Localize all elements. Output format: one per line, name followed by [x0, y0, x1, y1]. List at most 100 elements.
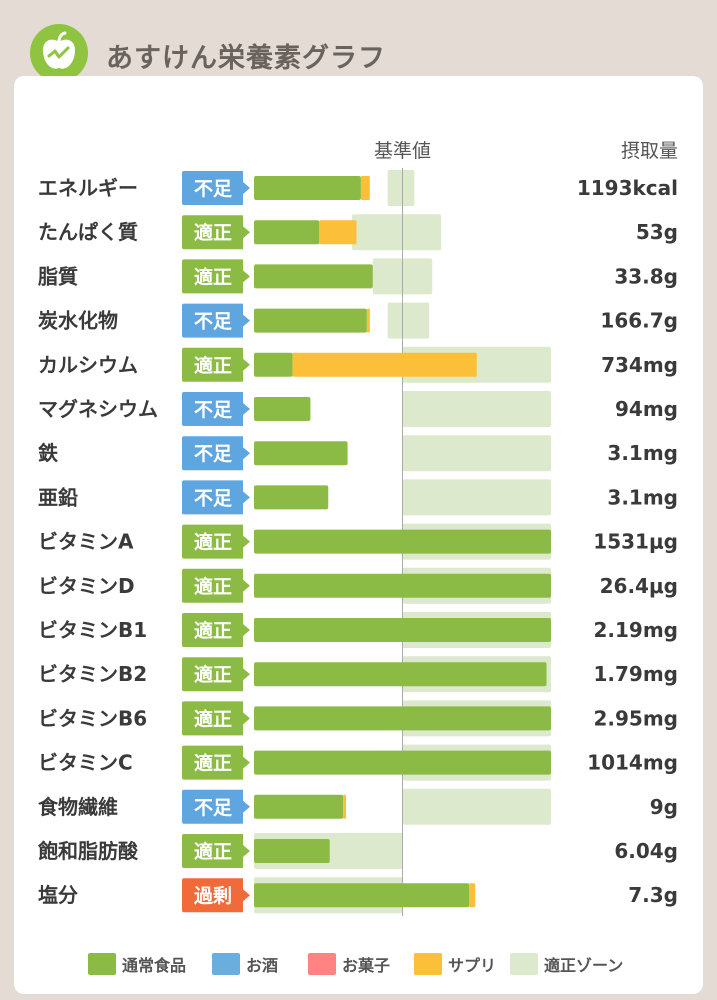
legend-swatch	[510, 953, 538, 975]
nutrient-label: 炭水化物	[38, 309, 118, 333]
status-badge-label: 適正	[194, 752, 232, 775]
normal-food-bar	[254, 706, 551, 731]
intake-value: 6.04g	[614, 839, 678, 863]
optimal-zone	[402, 391, 551, 427]
intake-value: 94mg	[615, 397, 678, 421]
status-badge-label: 適正	[194, 619, 232, 642]
status-badge-label: 不足	[194, 797, 233, 819]
normal-food-bar	[254, 176, 361, 200]
legend-label: 通常食品	[122, 956, 186, 975]
status-badge	[182, 568, 250, 603]
nutrient-label: 亜鉛	[38, 485, 78, 509]
status-badge-label: 適正	[194, 707, 232, 730]
status-badge	[182, 303, 250, 338]
status-badge	[182, 878, 250, 913]
nutrient-label: ビタミンD	[38, 574, 135, 598]
status-badge-label: 適正	[194, 265, 232, 288]
optimal-zone	[402, 788, 551, 825]
intake-value: 166.7g	[600, 309, 678, 333]
nutrient-label: ビタミンB6	[38, 706, 147, 730]
supplement-bar	[366, 308, 370, 333]
normal-food-bar	[254, 352, 293, 377]
status-badge-label: 適正	[194, 221, 232, 244]
status-badge	[182, 171, 250, 205]
nutrient-label: ビタミンB1	[38, 618, 147, 642]
normal-food-bar	[254, 618, 551, 642]
status-badge	[182, 215, 250, 250]
supplement-bar	[360, 176, 370, 200]
status-badge-label: 不足	[194, 443, 233, 465]
supplement-bar	[343, 794, 347, 819]
status-badge	[182, 701, 250, 736]
legend-label: お菓子	[342, 956, 390, 975]
intake-value: 33.8g	[614, 264, 678, 288]
status-badge	[182, 392, 250, 426]
status-badge	[182, 745, 250, 780]
normal-food-bar	[254, 529, 551, 554]
nutrient-label: たんぱく質	[38, 220, 138, 244]
intake-value: 7.3g	[628, 883, 678, 907]
status-badge-label: 不足	[194, 487, 233, 509]
status-badge-label: 過剰	[194, 884, 232, 907]
intake-value: 9g	[650, 795, 678, 819]
normal-food-bar	[254, 839, 330, 863]
intake-value: 1531μg	[593, 530, 678, 554]
intake-header: 摂取量	[621, 140, 678, 162]
status-badge	[182, 657, 250, 692]
status-badge-label: 不足	[194, 311, 233, 333]
status-badge	[182, 834, 250, 868]
status-badge	[182, 436, 250, 471]
status-badge	[182, 347, 250, 382]
optimal-zone	[387, 302, 430, 339]
legend-label: サプリ	[448, 956, 496, 975]
normal-food-bar	[254, 794, 344, 819]
normal-food-bar	[254, 441, 348, 466]
supplement-bar	[319, 220, 357, 245]
status-badge-label: 適正	[194, 840, 232, 863]
normal-food-bar	[254, 220, 320, 245]
app-title: あすけん栄養素グラフ	[106, 43, 386, 74]
nutrient-label: ビタミンB2	[38, 662, 147, 686]
app-header: あすけん栄養素グラフ	[0, 0, 717, 100]
intake-value: 3.1mg	[607, 441, 678, 465]
nutrient-label: 塩分	[38, 883, 78, 907]
normal-food-bar	[254, 662, 547, 687]
normal-food-bar	[254, 264, 373, 289]
status-badge-label: 不足	[194, 178, 233, 200]
nutrient-label: ビタミンC	[38, 751, 133, 775]
nutrient-label: カルシウム	[38, 353, 138, 377]
nutrient-label: 飽和脂肪酸	[38, 839, 139, 863]
intake-value: 3.1mg	[607, 485, 678, 509]
nutrient-label: 脂質	[38, 264, 78, 288]
intake-value: 26.4μg	[600, 574, 678, 598]
intake-value: 1193kcal	[577, 176, 678, 200]
legend-label: お酒	[246, 956, 278, 975]
legend-swatch	[308, 953, 336, 975]
legend-swatch	[212, 953, 240, 975]
supplement-bar	[469, 883, 476, 908]
intake-value: 1.79mg	[593, 662, 678, 686]
status-badge-label: 不足	[194, 399, 233, 421]
nutrient-label: 鉄	[38, 441, 58, 465]
status-badge-label: 適正	[194, 663, 232, 686]
normal-food-bar	[254, 308, 367, 333]
supplement-bar	[292, 352, 477, 377]
status-badge-label: 適正	[194, 354, 232, 377]
legend-swatch	[414, 953, 442, 975]
legend-label: 適正ゾーン	[544, 956, 623, 975]
intake-value: 2.95mg	[593, 706, 678, 730]
status-badge	[182, 259, 250, 294]
normal-food-bar	[254, 485, 329, 510]
normal-food-bar	[254, 750, 551, 775]
status-badge	[182, 613, 250, 647]
intake-value: 734mg	[601, 353, 678, 377]
status-badge	[182, 480, 250, 515]
baseline-header: 基準値	[374, 140, 431, 162]
optimal-zone	[402, 479, 551, 516]
status-badge	[182, 524, 250, 559]
nutrient-label: ビタミンA	[38, 530, 134, 554]
intake-value: 1014mg	[587, 751, 678, 775]
nutrient-label: 食物繊維	[38, 795, 118, 819]
normal-food-bar	[254, 883, 470, 908]
normal-food-bar	[254, 397, 311, 421]
